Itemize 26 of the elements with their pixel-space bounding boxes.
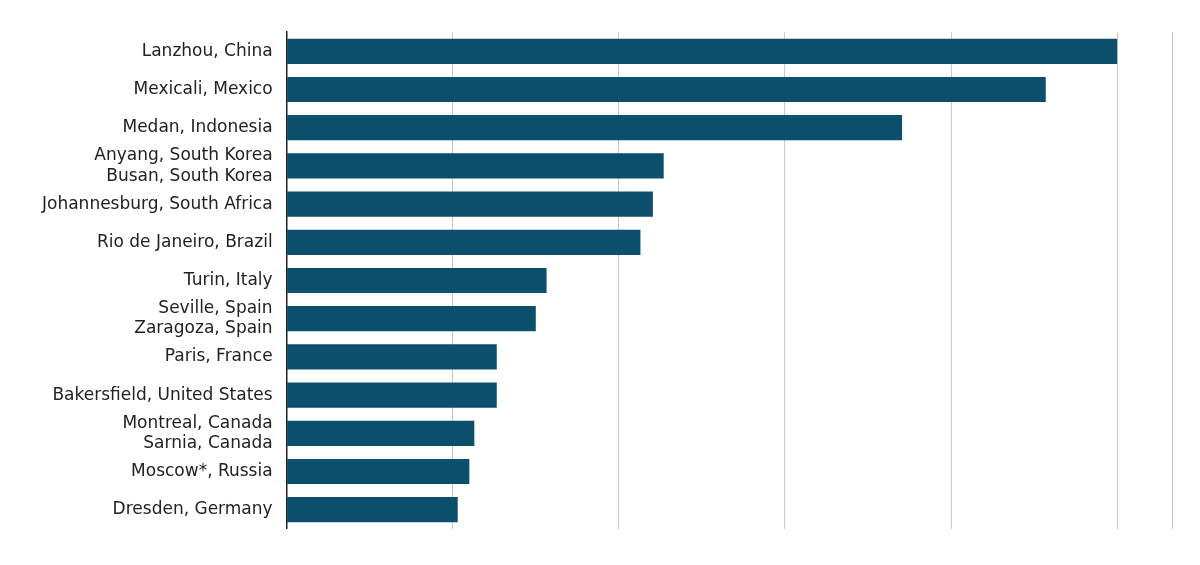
bar [287,153,664,179]
y-tick-label: Montreal, Canada Sarnia, Canada [122,411,273,452]
y-tick-label: Seville, Spain Zaragoza, Spain [134,296,273,338]
bar [287,306,536,332]
y-tick-label: Bakersfield, United States [52,383,273,404]
bar [287,382,497,408]
bar [287,76,1046,103]
bar [287,229,641,255]
y-tick-label: Moscow*, Russia [131,459,273,480]
bar [287,38,1118,64]
y-tick-label: Medan, Indonesia [122,116,273,137]
bar [287,497,458,523]
y-tick-label: Turin, Italy [182,268,273,289]
bar [287,420,475,446]
bar [287,267,547,294]
y-tick-label: Anyang, South Korea Busan, South Korea [94,144,273,185]
y-tick-label: Dresden, Germany [112,498,273,519]
bar [287,344,497,370]
y-tick-label: Rio de Janeiro, Brazil [96,230,273,251]
bar [287,115,903,141]
bar [287,191,653,217]
y-tick-label: Mexicali, Mexico [133,77,273,98]
y-tick-label: Johannesburg, South Africa [41,192,273,213]
bar [287,458,470,485]
y-tick-label: Paris, France [164,345,273,366]
y-tick-label: Lanzhou, China [141,39,273,60]
